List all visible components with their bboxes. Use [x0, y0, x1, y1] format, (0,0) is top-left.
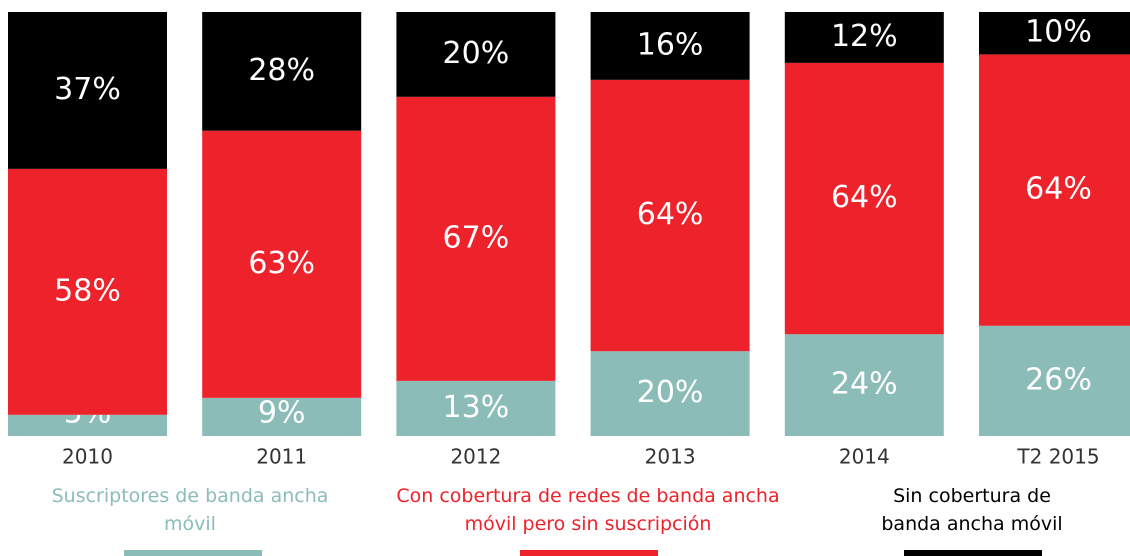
- x-tick-label: 2010: [62, 445, 113, 469]
- bar-segment: [979, 12, 1130, 55]
- x-tick-label: 2012: [450, 445, 501, 469]
- legend-label: Suscriptores de banda ancha móvil: [51, 485, 329, 535]
- bar-segment: [396, 12, 556, 97]
- bar-segment: [590, 12, 750, 80]
- data-label: 24%: [831, 367, 898, 402]
- data-label: 64%: [637, 197, 704, 232]
- bar-segment: [8, 168, 167, 415]
- legend-label: Sin cobertura de banda ancha móvil: [881, 485, 1063, 535]
- data-label: 13%: [443, 390, 510, 425]
- data-label: 10%: [1025, 15, 1092, 50]
- bar-segment: [784, 62, 944, 335]
- data-label: 26%: [1025, 362, 1092, 397]
- x-tick-label: T2 2015: [1016, 445, 1099, 469]
- data-label: 37%: [54, 72, 121, 107]
- data-label: 64%: [1025, 172, 1092, 207]
- x-tick-label: 2014: [839, 445, 890, 469]
- legend-swatch: [124, 550, 262, 556]
- bar-segment: [784, 12, 944, 63]
- data-label: 67%: [443, 220, 510, 255]
- bar-segment: [202, 130, 362, 398]
- legend-swatch: [904, 550, 1042, 556]
- bar-segment: [979, 54, 1130, 326]
- bar-segment: [8, 12, 167, 169]
- data-label: 9%: [258, 396, 306, 431]
- data-label: 12%: [831, 19, 898, 54]
- data-label: 20%: [637, 375, 704, 410]
- bar-segment: [8, 414, 167, 436]
- data-label: 28%: [248, 53, 315, 88]
- data-label: 16%: [637, 27, 704, 62]
- data-label: 63%: [248, 246, 315, 281]
- bar-segment: [396, 380, 556, 436]
- x-tick-label: 2013: [645, 445, 696, 469]
- bar-segment: [202, 397, 362, 436]
- bar-segment: [590, 79, 750, 352]
- data-label: 20%: [443, 36, 510, 71]
- x-tick-label: 2011: [256, 445, 307, 469]
- bar-segment: [396, 96, 556, 381]
- bar-segment: [590, 351, 750, 436]
- data-label: 58%: [54, 273, 121, 308]
- legend-swatch: [520, 550, 658, 556]
- bar-segment: [784, 334, 944, 436]
- legend-label: Con cobertura de redes de banda ancha mó…: [396, 485, 780, 535]
- data-label: 64%: [831, 180, 898, 215]
- bar-segment: [202, 12, 362, 131]
- bar-segment: [979, 325, 1130, 436]
